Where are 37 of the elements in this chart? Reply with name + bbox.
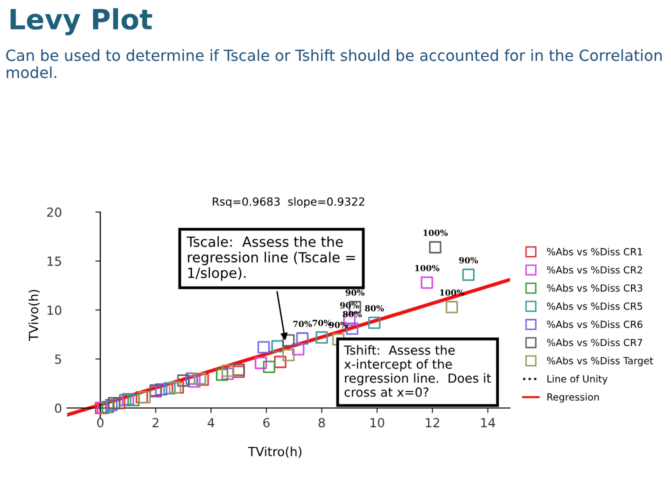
legend-label: %Abs vs %Diss CR3 xyxy=(547,284,642,292)
x-tick-label: 2 xyxy=(152,418,158,428)
annotation: 100% xyxy=(415,264,440,272)
y-tick-label: 10 xyxy=(48,305,62,315)
y-axis-title: TVivo(h) xyxy=(28,290,40,342)
y-tick-label: 0 xyxy=(54,403,62,413)
chart-subtitle: Can be used to determine if Tscale or Tshift should be accounted for in the Correlation model. xyxy=(6,49,662,78)
annotation: 90% xyxy=(346,289,365,296)
x-tick-label: 10 xyxy=(370,418,384,428)
annotation: 70% xyxy=(293,320,312,328)
x-tick-label: 4 xyxy=(208,418,214,428)
x-tick-label: 6 xyxy=(263,418,270,428)
y-tick-label: 5 xyxy=(55,354,62,364)
legend-label: %Abs vs %Diss Target xyxy=(547,356,654,366)
chart-title: Levy Plot xyxy=(10,8,152,36)
x-tick-label: 14 xyxy=(481,418,496,428)
y-tick-label: 20 xyxy=(47,208,62,217)
legend-label: %Abs vs %Diss CR2 xyxy=(547,266,642,274)
x-tick-label: 12 xyxy=(426,418,440,428)
y-tick-label: 15 xyxy=(48,256,62,266)
text: Rsq=0.9683 slope=0.9322 xyxy=(212,197,364,208)
x-axis-title: TVitro(h) xyxy=(248,446,302,458)
annotation: 100% xyxy=(440,289,464,296)
legend-label: %Abs vs %Diss CR6 xyxy=(547,320,642,328)
annotation: 70% xyxy=(312,320,332,326)
annotation: Tshift: Assess the x-intercept of the regression line. Does it cross at x=0? xyxy=(344,345,491,397)
legend-label: %Abs vs %Diss CR5 xyxy=(547,302,642,310)
annotation: 100% xyxy=(424,230,448,236)
legend-label: %Abs vs %Diss CR7 xyxy=(547,338,642,346)
legend-label: Regression xyxy=(547,393,599,403)
x-tick-label: 0 xyxy=(97,418,104,428)
annotation: 90% xyxy=(459,257,478,264)
x-tick-label: 8 xyxy=(318,418,325,428)
legend-label: %Abs vs %Diss CR1 xyxy=(547,248,642,256)
annotation: 80% xyxy=(365,305,384,312)
annotation: Tscale: Assess the the regression line (Tscale = 1/slope). xyxy=(186,236,355,281)
legend-label: Line of Unity xyxy=(547,374,608,384)
